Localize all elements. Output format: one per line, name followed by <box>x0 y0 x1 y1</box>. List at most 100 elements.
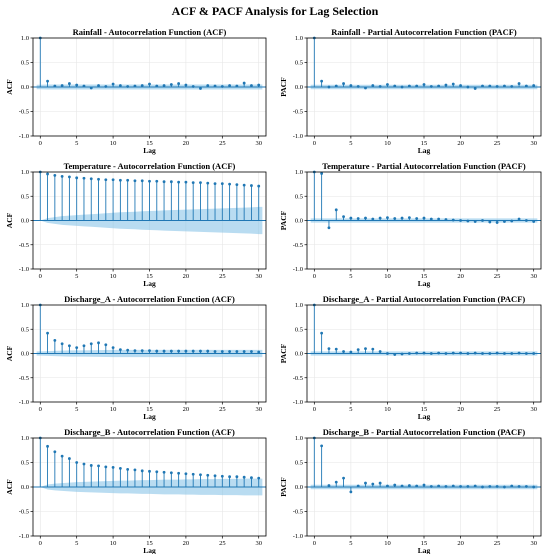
stem-marker <box>162 349 166 353</box>
stem-marker <box>162 84 166 87</box>
y-tick-label: 0.0 <box>295 484 303 491</box>
panel-title: Discharge_A - Autocorrelation Function (… <box>64 294 235 304</box>
x-axis-label: Lag <box>143 546 156 554</box>
stem-marker <box>206 473 210 477</box>
stem-marker <box>444 218 448 221</box>
stem-marker <box>510 219 514 223</box>
stem-marker <box>495 485 499 488</box>
y-tick-label: 0.0 <box>295 218 303 225</box>
stem-marker <box>206 181 210 185</box>
chart-panel-7: 0 5 10 15 20 25 30 -1.0 -0.5 0.0 0.5 1.0 Discharge_B… <box>5 427 267 554</box>
stem-marker <box>510 85 514 88</box>
x-tick-label: 10 <box>384 273 391 280</box>
y-tick-label: -1.0 <box>293 533 303 540</box>
stem-marker <box>250 184 253 187</box>
stem-marker <box>473 87 477 90</box>
y-tick-label: -1.0 <box>19 533 29 540</box>
panel-title: Temperature - Autocorrelation Function (… <box>64 161 236 171</box>
stem-marker <box>524 84 528 88</box>
stem-marker <box>466 352 470 355</box>
stem-marker <box>213 84 217 88</box>
stem-marker <box>429 217 433 221</box>
y-tick-label: 1.0 <box>21 35 29 42</box>
stem-marker <box>89 464 93 467</box>
stem-marker <box>459 351 462 355</box>
y-tick-label: 0.0 <box>21 351 29 358</box>
y-tick-label: -0.5 <box>293 242 303 249</box>
y-axis-label: ACF <box>5 79 14 95</box>
y-tick-label: 0.5 <box>295 193 303 200</box>
stem-marker <box>148 349 151 352</box>
stem-marker <box>53 339 57 342</box>
stem-marker <box>133 349 137 352</box>
stem-marker <box>140 179 144 183</box>
stem-marker <box>104 343 108 347</box>
stem-marker <box>386 216 389 219</box>
stem-marker <box>118 348 122 352</box>
y-tick-label: -1.0 <box>293 133 303 140</box>
x-tick-label: 5 <box>349 406 352 413</box>
stem-marker <box>60 84 64 87</box>
stem-marker <box>327 85 331 89</box>
stem-marker <box>437 484 441 488</box>
x-tick-label: 30 <box>255 540 262 547</box>
panel-title: Temperature - Partial Autocorrelation Fu… <box>322 161 526 171</box>
stem-marker <box>206 84 210 87</box>
stem-marker <box>199 87 202 90</box>
stem-marker <box>60 342 64 346</box>
y-axis-label: ACF <box>5 212 14 228</box>
x-tick-label: 0 <box>313 140 316 147</box>
x-tick-label: 15 <box>421 540 428 547</box>
stem-marker <box>488 485 492 488</box>
stem-marker <box>199 349 202 353</box>
x-tick-label: 5 <box>349 140 352 147</box>
stem-marker <box>111 466 115 469</box>
stem-marker <box>177 180 181 184</box>
y-axis-label: PACF <box>279 477 288 497</box>
panel-title: Rainfall - Autocorrelation Function (ACF… <box>73 27 227 37</box>
stem-marker <box>466 219 470 223</box>
stem-marker <box>429 352 433 355</box>
stem-marker <box>407 216 411 219</box>
x-tick-label: 25 <box>219 273 226 280</box>
stem-marker <box>517 82 521 85</box>
stem-marker <box>466 485 470 488</box>
stem-marker <box>155 470 159 474</box>
x-tick-label: 10 <box>110 540 117 547</box>
stem-marker <box>133 84 137 88</box>
stem-marker <box>386 484 389 488</box>
stem-marker <box>473 220 477 223</box>
stem-marker <box>257 184 261 188</box>
stem-marker <box>111 178 115 182</box>
stem-marker <box>53 84 57 88</box>
stem-marker <box>459 219 462 222</box>
stem-marker <box>191 85 195 88</box>
x-tick-label: 25 <box>219 140 226 147</box>
y-tick-label: 1.0 <box>295 435 303 442</box>
x-tick-label: 0 <box>39 140 42 147</box>
stem-marker <box>89 86 93 90</box>
y-tick-label: 0.5 <box>21 460 29 467</box>
stem-marker <box>126 178 130 182</box>
y-tick-label: 0.5 <box>21 193 29 200</box>
stem-marker <box>68 457 71 460</box>
stem-marker <box>349 84 353 87</box>
x-tick-label: 0 <box>313 540 316 547</box>
stem-marker <box>481 352 484 355</box>
stem-marker <box>327 347 331 351</box>
stem-marker <box>407 484 411 487</box>
stem-marker <box>235 475 239 479</box>
y-tick-label: 1.0 <box>21 169 29 176</box>
y-axis-label: PACF <box>279 343 288 363</box>
stem-marker <box>82 344 86 348</box>
stem-marker <box>199 473 202 477</box>
x-tick-label: 10 <box>110 140 117 147</box>
y-tick-label: -1.0 <box>19 399 29 406</box>
x-tick-label: 5 <box>349 273 352 280</box>
stem-marker <box>133 179 137 183</box>
y-tick-label: 1.0 <box>295 35 303 42</box>
stem-marker <box>242 350 246 353</box>
stem-marker <box>415 217 419 220</box>
stem-marker <box>342 215 345 219</box>
x-tick-label: 30 <box>530 406 537 413</box>
